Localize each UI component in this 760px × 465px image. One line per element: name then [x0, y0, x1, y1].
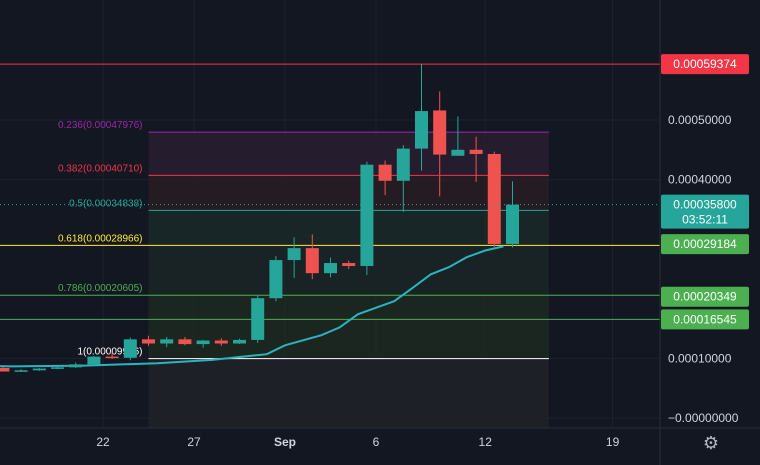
fib-zone: [148, 295, 549, 359]
candle-body[interactable]: [415, 111, 428, 149]
candle-body[interactable]: [451, 149, 465, 156]
candle-body[interactable]: [305, 248, 319, 274]
last-price-tag: [661, 194, 749, 229]
candle-body[interactable]: [69, 364, 83, 368]
fib-zone: [148, 245, 549, 296]
candle-body[interactable]: [251, 298, 265, 340]
candle-body[interactable]: [378, 164, 392, 181]
price-label: 0.00029184: [673, 237, 737, 251]
candle-body[interactable]: [396, 148, 410, 181]
x-tick-label: 22: [96, 435, 110, 449]
last-price-label: 0.00035800: [673, 198, 737, 212]
candle-body[interactable]: [142, 339, 155, 344]
candle-body[interactable]: [342, 263, 356, 267]
candle-body[interactable]: [123, 339, 137, 358]
candle-body[interactable]: [105, 356, 119, 359]
y-tick-label: 0.00010000: [668, 351, 732, 365]
candle-body[interactable]: [487, 153, 501, 244]
candle-body[interactable]: [0, 367, 10, 372]
candle-body[interactable]: [324, 263, 337, 274]
candle-body[interactable]: [233, 339, 246, 344]
candle-body[interactable]: [178, 339, 192, 345]
price-label-tag: [661, 234, 749, 255]
gear-icon[interactable]: ⚙: [702, 433, 720, 453]
moving-average-line: [0, 245, 504, 368]
price-label-tag: [661, 286, 749, 307]
y-tick-label: 0.00050000: [668, 113, 732, 127]
price-label: 0.00016545: [673, 312, 737, 326]
y-tick-label: 0.00040000: [668, 173, 732, 187]
countdown-label: 03:52:11: [682, 213, 728, 227]
candle-body[interactable]: [87, 356, 101, 365]
candle-body[interactable]: [287, 248, 301, 261]
x-tick-label: Sep: [274, 435, 296, 449]
candle-body[interactable]: [160, 339, 174, 344]
x-tick-label: 27: [187, 435, 201, 449]
candle-body[interactable]: [469, 149, 483, 154]
fib-level-label: 0.786(0.00020605): [58, 283, 143, 294]
candle-body[interactable]: [14, 370, 28, 372]
candle-body[interactable]: [196, 340, 210, 345]
candle-body[interactable]: [433, 110, 447, 155]
fib-level-label: 0.5(0.00034838): [69, 198, 142, 209]
y-tick-label: −0.00000000: [668, 411, 739, 425]
fib-level-label: 0.382(0.00040710): [58, 163, 143, 174]
fib-zone: [148, 358, 549, 428]
price-label-tag: [661, 54, 749, 75]
candle-body[interactable]: [506, 204, 519, 244]
fib-level-label: 0.618(0.00028966): [58, 233, 143, 244]
price-label: 0.00020349: [673, 290, 737, 304]
fib-zone: [148, 210, 549, 246]
fib-level-label: 1(0.00009956): [77, 347, 142, 358]
candle-body[interactable]: [32, 368, 46, 371]
price-label: 0.00059374: [673, 57, 737, 71]
candle-body[interactable]: [51, 367, 64, 369]
fib-level-label: 0.236(0.00047976): [58, 120, 143, 131]
x-tick-label: 19: [606, 435, 620, 449]
candle-body[interactable]: [269, 260, 283, 299]
x-tick-label: 12: [479, 435, 493, 449]
price-label-tag: [661, 309, 749, 330]
candle-body[interactable]: [360, 164, 374, 267]
x-tick-label: 6: [373, 435, 380, 449]
candle-body[interactable]: [214, 340, 228, 344]
